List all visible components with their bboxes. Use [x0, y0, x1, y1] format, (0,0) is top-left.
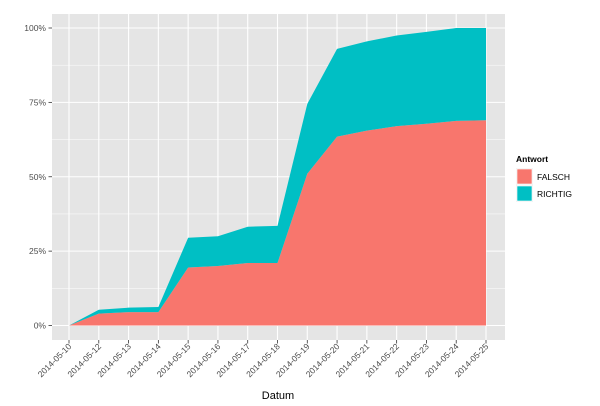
legend-swatch-richtig — [516, 185, 533, 202]
legend-title: Antwort — [516, 154, 548, 164]
y-tick-label: 0% — [34, 321, 47, 331]
area-richtig — [69, 28, 486, 326]
x-axis: 2014-05-102014-05-122014-05-132014-05-14… — [36, 340, 491, 379]
y-axis: 0% 25% 50% 75% 100% — [24, 23, 52, 331]
x-axis-title: Datum — [262, 390, 294, 402]
legend: Antwort FALSCH RICHTIG — [516, 154, 572, 202]
area-falsch — [69, 120, 486, 326]
y-tick-label: 75% — [29, 97, 46, 107]
y-tick-label: 50% — [29, 172, 46, 182]
legend-label-falsch: FALSCH — [537, 172, 570, 182]
stacked-areas — [69, 28, 486, 326]
legend-label-richtig: RICHTIG — [537, 189, 572, 199]
legend-swatch-falsch — [516, 168, 533, 185]
y-tick-label: 25% — [29, 246, 46, 256]
y-tick-label: 100% — [24, 23, 46, 33]
